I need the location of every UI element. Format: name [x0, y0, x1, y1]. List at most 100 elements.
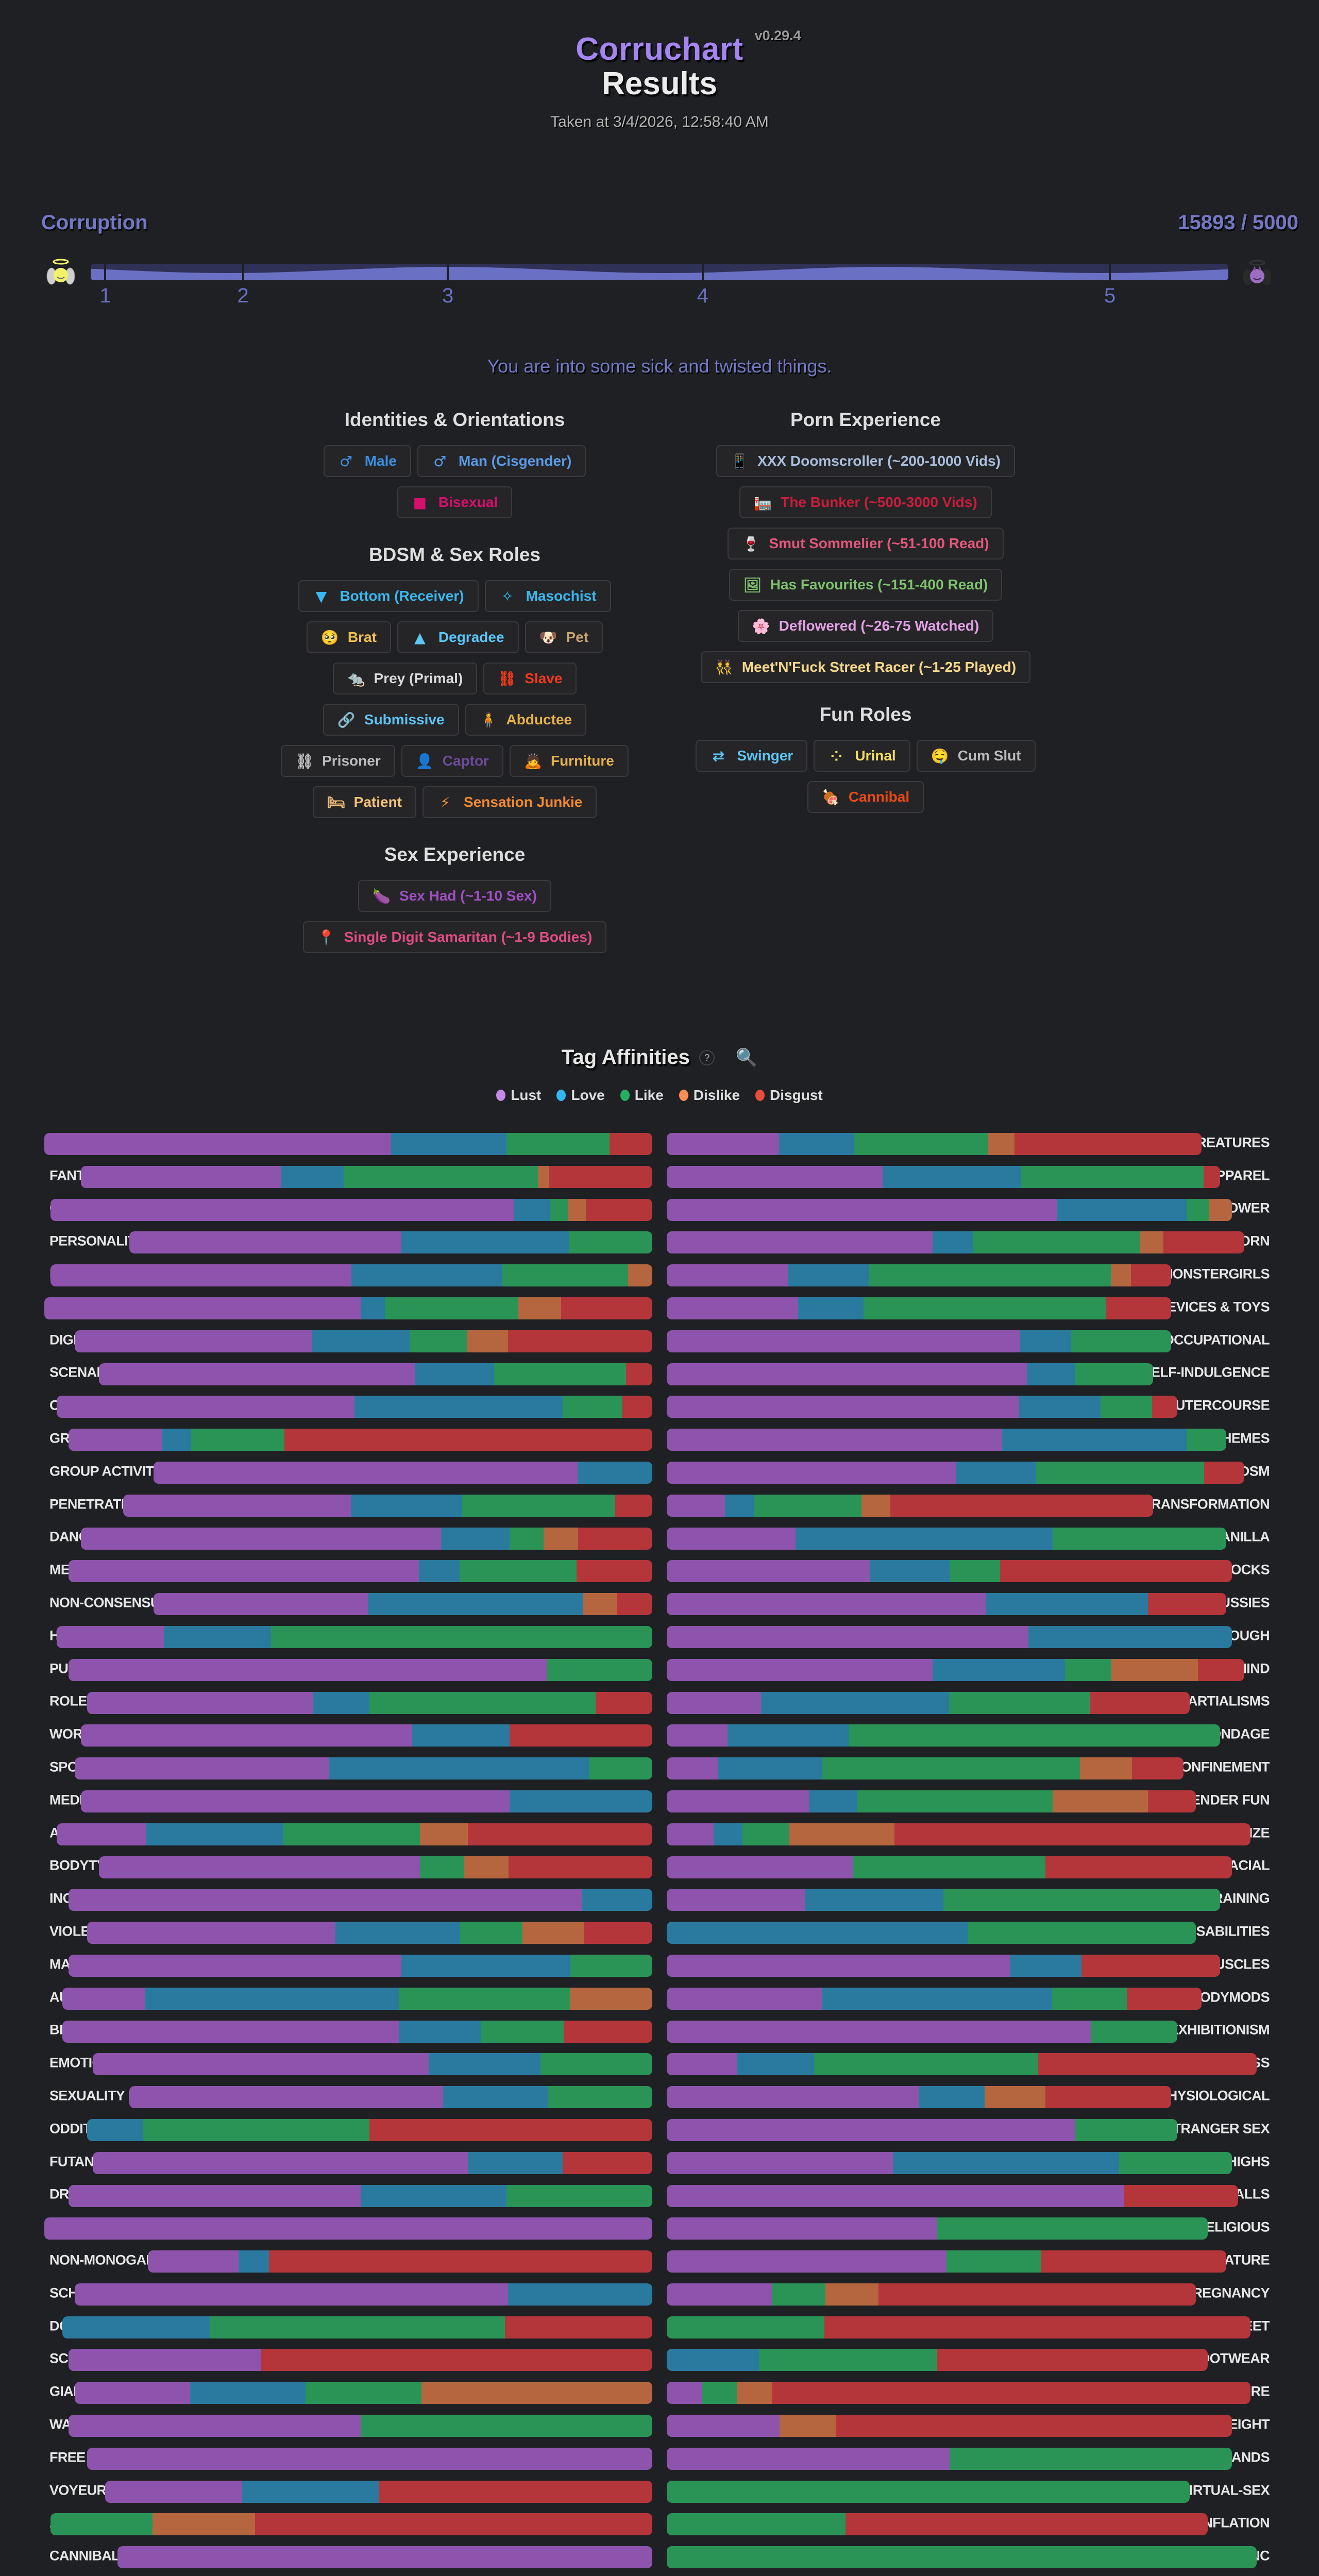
tag-row[interactable]: OCCUPATIONAL: [667, 1324, 1278, 1357]
tag-row[interactable]: PREGNANCY: [667, 2277, 1278, 2310]
role-badge[interactable]: 📍 Single Digit Samaritan (~1-9 Bodies): [302, 921, 607, 953]
role-badge[interactable]: 🍷 Smut Sommelier (~51-100 Read): [728, 528, 1004, 560]
tag-row[interactable]: PUBLIC: [41, 1652, 652, 1685]
help-icon[interactable]: ?: [699, 1049, 715, 1065]
tag-row[interactable]: CONFINEMENT: [667, 1751, 1278, 1784]
tag-row[interactable]: VIOLENCE: [41, 1915, 652, 1948]
role-badge[interactable]: ⇄ Swinger: [696, 740, 808, 772]
tag-row[interactable]: ASS: [667, 2046, 1278, 2079]
tag-row[interactable]: FANTASY: [41, 1159, 652, 1192]
tag-row[interactable]: SCHOOL: [41, 2277, 652, 2310]
tag-row[interactable]: RELIGIOUS: [667, 2211, 1278, 2244]
role-badge[interactable]: 🐀 Prey (Primal): [332, 663, 478, 694]
tag-row[interactable]: PENETRATION: [41, 1488, 652, 1521]
tag-row[interactable]: PERSONALITIES: [41, 1225, 652, 1258]
role-badge[interactable]: 🖼 Has Favourites (~151-400 Read): [729, 569, 1003, 601]
tag-row[interactable]: GIANTS: [41, 2375, 652, 2408]
tag-row[interactable]: MARKS: [41, 1948, 652, 1981]
tag-row[interactable]: EXHIBITIONISM: [667, 2014, 1278, 2047]
tag-row[interactable]: D/S: [41, 1126, 652, 1159]
tag-row[interactable]: EMOTIONS: [41, 2046, 652, 2079]
tag-row[interactable]: VOYEURISM: [41, 2474, 652, 2507]
tag-row[interactable]: APPAREL: [667, 1159, 1278, 1192]
tag-row[interactable]: SCENT: [41, 2342, 652, 2375]
role-badge[interactable]: ▲ Degradee: [397, 621, 519, 653]
tag-row[interactable]: FREE USE: [41, 2441, 652, 2474]
role-badge[interactable]: ⁘ Urinal: [814, 740, 910, 772]
role-badge[interactable]: 🤤 Cum Slut: [916, 740, 1036, 772]
magnifier-icon[interactable]: 🔍: [735, 1047, 758, 1068]
tag-row[interactable]: NON-CONSENSUAL: [41, 1586, 652, 1619]
role-badge[interactable]: ⚡ Sensation Junkie: [422, 786, 597, 818]
tag-row[interactable]: TRAINING: [667, 1882, 1278, 1915]
tag-row[interactable]: MONSTERS: [41, 2572, 652, 2576]
tag-row[interactable]: VORE: [667, 2375, 1278, 2408]
tag-row[interactable]: VANILLA: [667, 1521, 1278, 1554]
tag-row[interactable]: BLOOD: [41, 2014, 652, 2047]
tag-row[interactable]: FOOTWEAR: [667, 2342, 1278, 2375]
tag-row[interactable]: ORAL: [41, 1389, 652, 1422]
tag-row[interactable]: SEXUALITY FUN: [41, 2079, 652, 2112]
tag-row[interactable]: PORN: [667, 1225, 1278, 1258]
tag-row[interactable]: WORSHIP: [41, 1718, 652, 1751]
tag-row[interactable]: PARTIALISMS: [667, 1685, 1278, 1718]
tag-row[interactable]: AGE: [41, 2506, 652, 2539]
tag-row[interactable]: DANGER: [41, 1521, 652, 1554]
tag-row[interactable]: PUSSIES: [667, 1586, 1278, 1619]
tag-row[interactable]: BODYMODS: [667, 1981, 1278, 2014]
role-badge[interactable]: ⛓ Prisoner: [281, 745, 395, 777]
tag-row[interactable]: TITS: [41, 1291, 652, 1324]
tag-row[interactable]: CREATURES: [667, 1126, 1278, 1159]
role-badge[interactable]: 👤 Captor: [401, 745, 503, 777]
tag-row[interactable]: DEVICES & TOYS: [667, 1291, 1278, 1324]
tag-row[interactable]: TRANSFORMATION: [667, 1488, 1278, 1521]
tag-row[interactable]: GROUP ACTIVITIES: [41, 1455, 652, 1488]
tag-row[interactable]: GENDER FUN: [667, 1784, 1278, 1817]
tag-row[interactable]: VIRTUAL-SEX: [667, 2474, 1278, 2507]
tag-row[interactable]: DOLLS: [41, 2310, 652, 2343]
tag-row[interactable]: SIZE: [667, 1817, 1278, 1850]
role-badge[interactable]: 🏣 The Bunker (~500-3000 Vids): [739, 486, 992, 518]
role-badge[interactable]: 🌸 Deflowered (~26-75 Watched): [737, 610, 994, 642]
tag-row[interactable]: MEDICAL: [41, 1784, 652, 1817]
tag-row[interactable]: PEE: [41, 2211, 652, 2244]
tag-row[interactable]: MIND: [667, 1652, 1278, 1685]
tag-row[interactable]: HAIR: [41, 1619, 652, 1652]
tag-row[interactable]: BDSM: [667, 1455, 1278, 1488]
tag-row[interactable]: SELF-INDULGENCE: [667, 1357, 1278, 1389]
tag-row[interactable]: STRANGER SEX: [667, 2112, 1278, 2145]
role-badge[interactable]: 🥺 Brat: [306, 621, 391, 653]
tag-row[interactable]: PHYSIOLOGICAL: [667, 2079, 1278, 2112]
tag-row[interactable]: MATURE: [667, 2244, 1278, 2277]
tag-row[interactable]: PAIN: [41, 1258, 652, 1291]
tag-row[interactable]: CANNIBALISM: [41, 2539, 652, 2572]
tag-row[interactable]: ODDITIES: [41, 2112, 652, 2145]
tag-row[interactable]: BALLS: [667, 2178, 1278, 2211]
tag-row[interactable]: FEET: [667, 2310, 1278, 2343]
tag-row[interactable]: FUTANARI: [41, 2145, 652, 2178]
tag-row[interactable]: MESSY: [41, 1553, 652, 1586]
role-badge[interactable]: ✧ Masochist: [484, 580, 611, 612]
tag-row[interactable]: MUSCLES: [667, 1948, 1278, 1981]
role-badge[interactable]: ♂ Male: [323, 445, 411, 477]
tag-row[interactable]: SCENARIOS: [41, 1357, 652, 1389]
role-badge[interactable]: ▼ Bottom (Receiver): [298, 580, 479, 612]
tag-row[interactable]: THIGHS: [667, 2145, 1278, 2178]
tag-row[interactable]: MONSTERGIRLS: [667, 1258, 1278, 1291]
role-badge[interactable]: 🐶 Pet: [525, 621, 603, 653]
role-badge[interactable]: 🍖 Cannibal: [807, 781, 924, 813]
role-badge[interactable]: 🛏 Patient: [312, 786, 417, 818]
tag-row[interactable]: WEIGHT: [667, 2408, 1278, 2441]
tag-row[interactable]: INCEST: [41, 1882, 652, 1915]
tag-row[interactable]: POWER: [667, 1192, 1278, 1225]
role-badge[interactable]: 👯 Meet'N'Fuck Street Racer (~1-25 Played): [700, 651, 1031, 683]
tag-row[interactable]: NON-MONOGAMY: [41, 2244, 652, 2277]
role-badge[interactable]: 🍆 Sex Had (~1-10 Sex): [358, 880, 551, 912]
tag-row[interactable]: CUM: [41, 1192, 652, 1225]
role-badge[interactable]: ■ Bisexual: [397, 486, 513, 518]
tag-row[interactable]: HANDS: [667, 2441, 1278, 2474]
role-badge[interactable]: 🔗 Submissive: [323, 704, 459, 736]
tag-row[interactable]: COCKS: [667, 1553, 1278, 1586]
tag-row[interactable]: ROLEPLAY: [41, 1685, 652, 1718]
role-badge[interactable]: 🙇 Furniture: [509, 745, 629, 777]
